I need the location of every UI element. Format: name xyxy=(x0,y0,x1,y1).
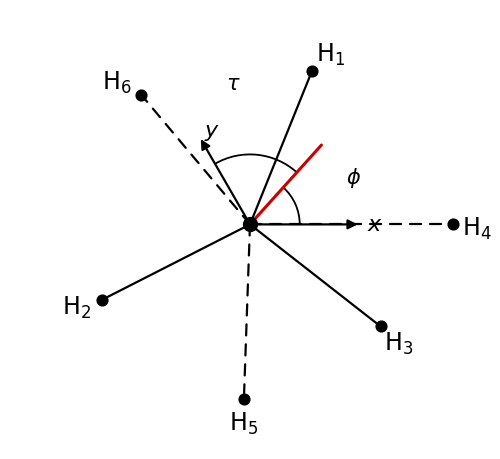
Point xyxy=(240,396,248,403)
Point xyxy=(308,68,316,75)
Point xyxy=(98,297,106,304)
Point xyxy=(448,221,456,229)
Text: $\mathrm{H}_{2}$: $\mathrm{H}_{2}$ xyxy=(62,294,91,320)
Text: $x$: $x$ xyxy=(368,214,383,236)
Text: $\mathrm{H}_{3}$: $\mathrm{H}_{3}$ xyxy=(384,330,414,356)
Point xyxy=(137,92,145,99)
Text: $\mathrm{H}_{1}$: $\mathrm{H}_{1}$ xyxy=(316,42,345,68)
Text: $\mathrm{H}_{6}$: $\mathrm{H}_{6}$ xyxy=(102,69,132,95)
Text: $\tau$: $\tau$ xyxy=(226,74,240,93)
Text: $\phi$: $\phi$ xyxy=(346,166,361,190)
Text: $\mathrm{H}_{4}$: $\mathrm{H}_{4}$ xyxy=(462,216,492,241)
Point xyxy=(246,221,254,229)
Text: $y$: $y$ xyxy=(204,121,220,143)
Text: $\mathrm{H}_{5}$: $\mathrm{H}_{5}$ xyxy=(230,410,258,437)
Point xyxy=(376,323,384,330)
